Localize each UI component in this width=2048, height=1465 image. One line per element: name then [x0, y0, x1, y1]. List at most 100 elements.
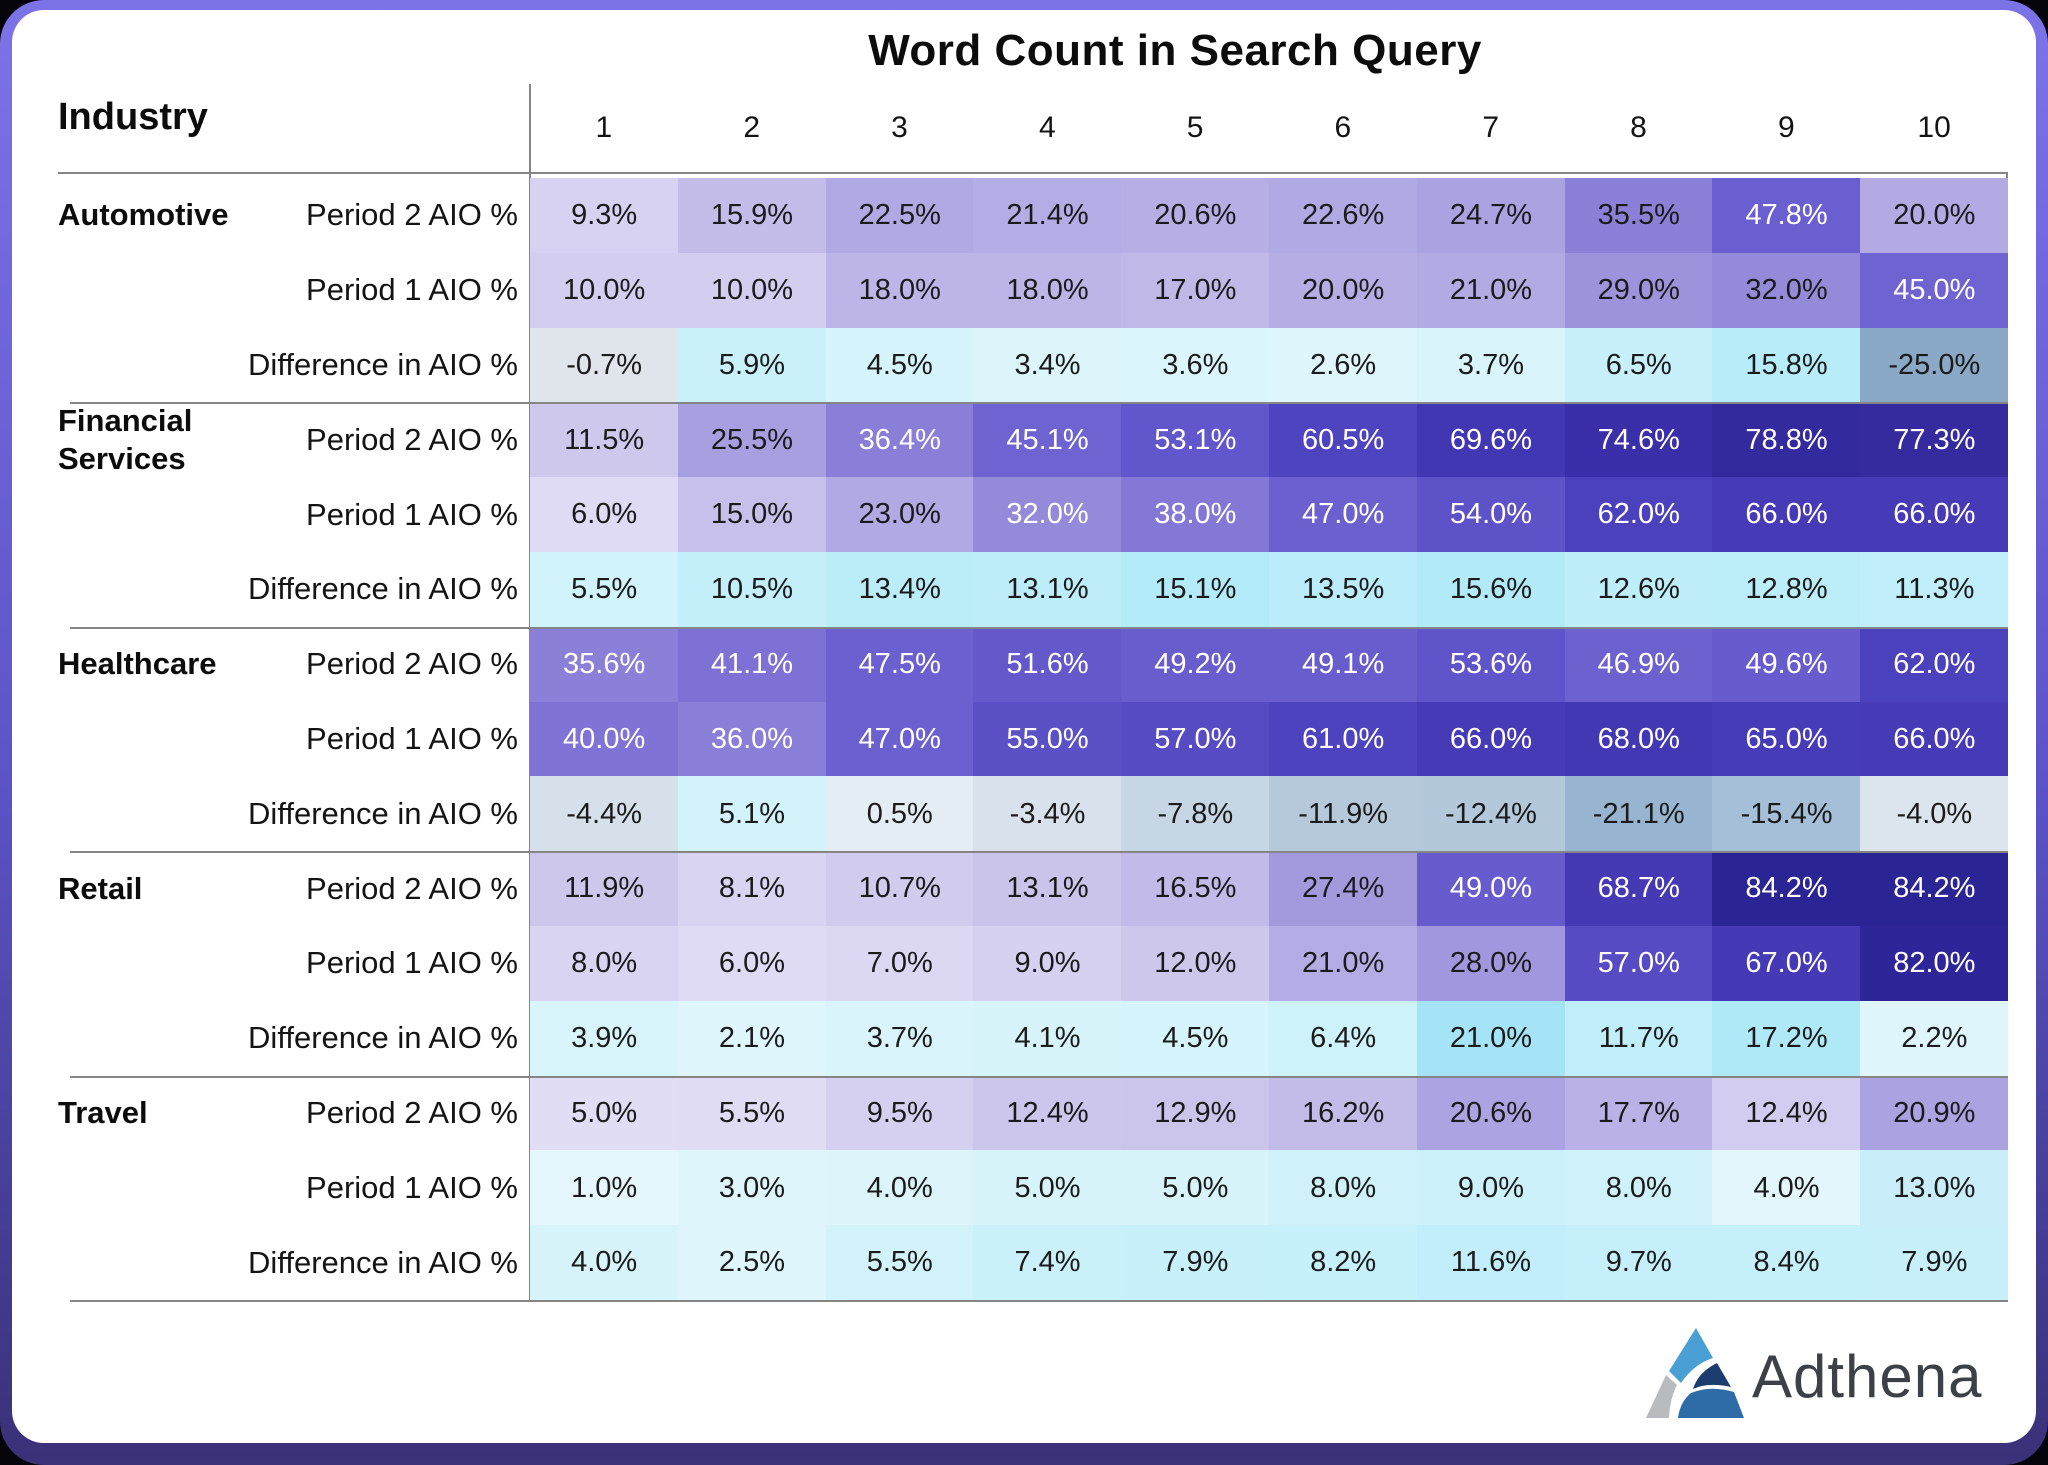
heatmap-cell: 5.1%	[677, 776, 827, 852]
heatmap-cell: 74.6%	[1564, 402, 1713, 478]
heatmap-cell: 55.0%	[973, 701, 1122, 777]
industry-block-separator	[70, 402, 2008, 405]
heatmap-cell: 53.1%	[1121, 402, 1270, 478]
industry-block-separator	[70, 851, 2008, 854]
industry-block-separator	[70, 1075, 2008, 1078]
heatmap-cell: 12.6%	[1564, 552, 1713, 628]
row-label: Difference in AIO %	[248, 795, 518, 831]
heatmap-cell: 5.0%	[530, 1075, 679, 1151]
industry-column-header: Industry	[58, 96, 208, 138]
heatmap-cell: 25.5%	[677, 402, 827, 478]
heatmap-cell: 6.0%	[530, 477, 679, 553]
row-label: Period 1 AIO %	[306, 272, 518, 308]
heatmap-cell: 40.0%	[530, 701, 679, 777]
heatmap-cell: 8.1%	[677, 851, 827, 927]
heatmap-cell: 46.9%	[1564, 626, 1713, 703]
heatmap-cell: 21.0%	[1416, 1000, 1566, 1077]
heatmap-cell: 9.0%	[973, 926, 1122, 1002]
column-header-5: 5	[1186, 111, 1204, 144]
heatmap-cell: 57.0%	[1564, 926, 1713, 1002]
heatmap-cell: 35.6%	[530, 626, 679, 703]
heatmap-cell: 21.0%	[1416, 252, 1566, 329]
heatmap-cell: 10.5%	[677, 552, 827, 628]
heatmap-cell: 11.9%	[530, 851, 679, 927]
heatmap-cell: -3.4%	[973, 776, 1122, 852]
heatmap-cell: 9.3%	[530, 178, 679, 254]
heatmap-cell: 4.5%	[1121, 1000, 1270, 1077]
header-separator-line	[58, 172, 2008, 174]
heatmap-cell: 32.0%	[973, 477, 1122, 553]
heatmap-cell: 84.2%	[1860, 851, 2009, 927]
column-header-1: 1	[595, 111, 613, 144]
heatmap-cell: 12.4%	[973, 1075, 1122, 1151]
row-label: Period 2 AIO %	[306, 646, 518, 682]
industry-name-financial-services: Financial Services	[58, 402, 193, 476]
heatmap-cell: 61.0%	[1269, 701, 1418, 777]
heatmap-cell: 15.8%	[1712, 327, 1861, 403]
heatmap-cell: 12.0%	[1121, 926, 1270, 1002]
row-label: Period 1 AIO %	[306, 720, 518, 756]
heatmap-cell: 36.4%	[825, 402, 974, 478]
heatmap-cell: 5.9%	[677, 327, 827, 403]
heatmap-cell: 9.7%	[1564, 1225, 1713, 1301]
heatmap-cell: -15.4%	[1712, 776, 1861, 852]
column-header-9: 9	[1777, 111, 1795, 144]
heatmap-cell: 3.6%	[1121, 327, 1270, 403]
heatmap-cell: 49.1%	[1269, 626, 1418, 703]
heatmap-cell: 69.6%	[1416, 402, 1566, 478]
industry-name-travel: Travel	[58, 1094, 148, 1130]
row-label: Period 2 AIO %	[306, 197, 518, 233]
heatmap-cell: -11.9%	[1269, 776, 1418, 852]
heatmap-cell: 66.0%	[1712, 477, 1861, 553]
heatmap-cell: -4.0%	[1860, 776, 2009, 852]
heatmap-cell: 13.0%	[1860, 1150, 2009, 1226]
heatmap-cell: 45.0%	[1860, 252, 2009, 329]
heatmap-cell: 65.0%	[1712, 701, 1861, 777]
heatmap-cell: 15.0%	[677, 477, 827, 553]
heatmap-cell: 12.9%	[1121, 1075, 1270, 1151]
column-header-10: 10	[1917, 111, 1951, 144]
heatmap-cell: 13.4%	[825, 552, 974, 628]
adthena-logo-icon	[1646, 1328, 1744, 1418]
heatmap-cell: 7.0%	[825, 926, 974, 1002]
heatmap-cell: 9.0%	[1416, 1150, 1566, 1226]
heatmap-cell: 32.0%	[1712, 252, 1861, 329]
heatmap-cell: 17.7%	[1564, 1075, 1713, 1151]
heatmap-cell: 5.0%	[973, 1150, 1122, 1226]
heatmap-cell: 62.0%	[1860, 626, 2009, 703]
heatmap-cell: 28.0%	[1416, 926, 1566, 1002]
heatmap-cell: 10.0%	[530, 252, 679, 329]
heatmap-cell: 49.6%	[1712, 626, 1861, 703]
heatmap-cell: 12.4%	[1712, 1075, 1861, 1151]
heatmap-cell: 8.0%	[1564, 1150, 1713, 1226]
heatmap-cell: 68.0%	[1564, 701, 1713, 777]
row-label: Difference in AIO %	[248, 346, 518, 382]
heatmap-cell: 77.3%	[1860, 402, 2009, 478]
heatmap-cell: 45.1%	[973, 402, 1122, 478]
row-label: Period 1 AIO %	[306, 1169, 518, 1205]
heatmap-cell: 66.0%	[1860, 701, 2009, 777]
industry-name-retail: Retail	[58, 870, 143, 906]
heatmap-cell: 20.6%	[1416, 1075, 1566, 1151]
heatmap-cell: 8.4%	[1712, 1225, 1861, 1301]
heatmap-cell: 4.1%	[973, 1000, 1122, 1077]
row-label: Period 2 AIO %	[306, 870, 518, 906]
heatmap-cell: 66.0%	[1416, 701, 1566, 777]
column-header-3: 3	[891, 111, 908, 144]
heatmap-cell: 21.4%	[973, 178, 1122, 254]
heatmap-cell: 8.0%	[1269, 1150, 1418, 1226]
heatmap-cell: 18.0%	[973, 252, 1122, 329]
heatmap-cell: 35.5%	[1564, 178, 1713, 254]
column-header-7: 7	[1482, 111, 1500, 144]
heatmap-cell: 51.6%	[973, 626, 1122, 703]
heatmap-cell: 10.7%	[825, 851, 974, 927]
heatmap-cell: 68.7%	[1564, 851, 1713, 927]
heatmap-cell: 24.7%	[1416, 178, 1566, 254]
heatmap-cell: 4.5%	[825, 327, 974, 403]
heatmap-cell: 66.0%	[1860, 477, 2009, 553]
heatmap-cell: 16.5%	[1121, 851, 1270, 927]
heatmap-cell: 54.0%	[1416, 477, 1566, 553]
heatmap-cell: 2.1%	[677, 1000, 827, 1077]
heatmap-cell: -0.7%	[530, 327, 679, 403]
